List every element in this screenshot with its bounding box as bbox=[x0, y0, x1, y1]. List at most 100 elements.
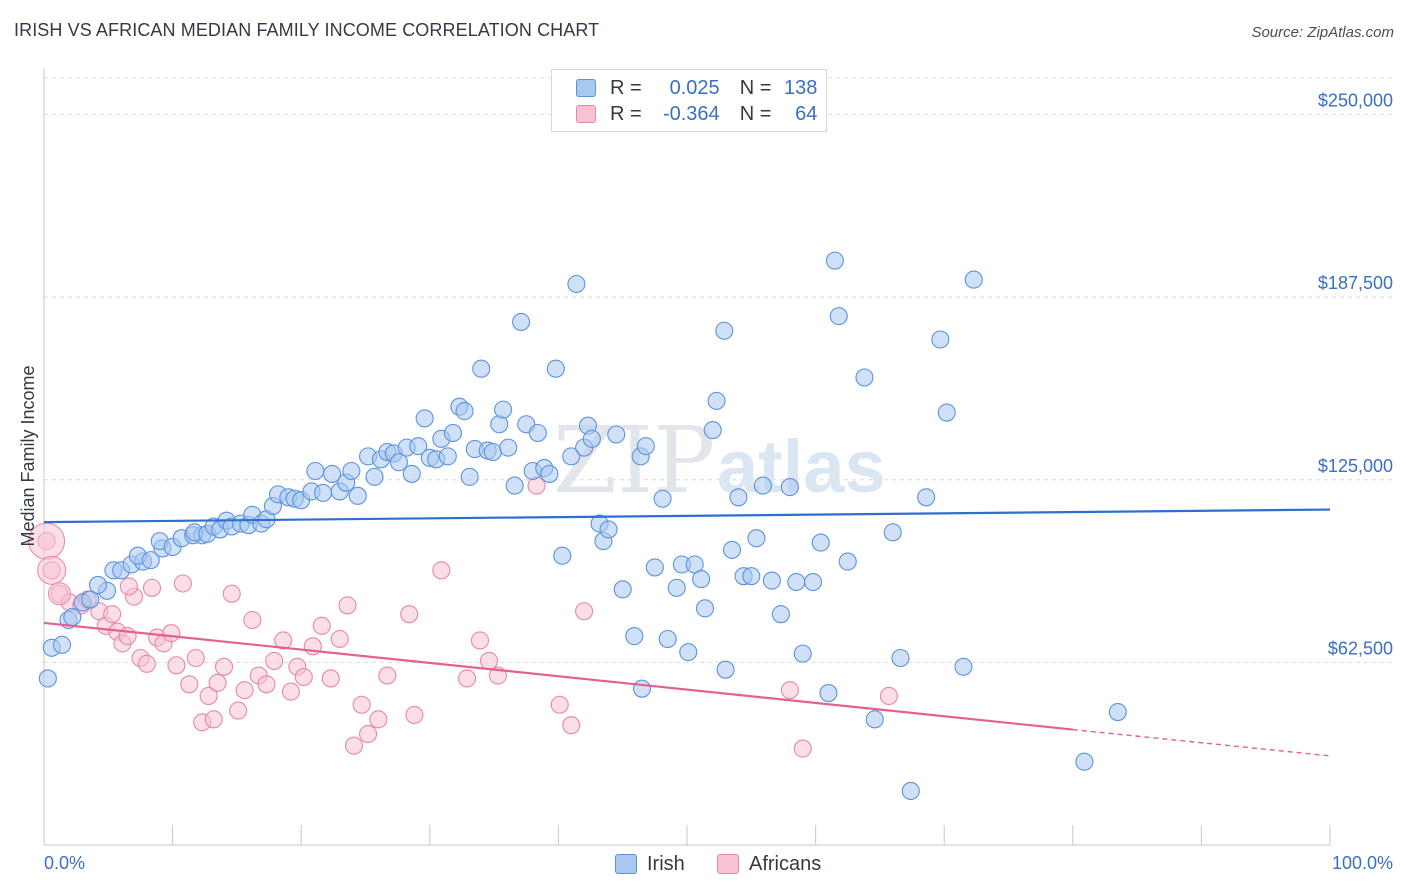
africans-point bbox=[47, 582, 71, 606]
irish-point bbox=[455, 402, 474, 421]
irish-point bbox=[695, 599, 715, 618]
africans-swatch bbox=[576, 105, 596, 123]
irish-point bbox=[52, 635, 72, 654]
irish-point bbox=[793, 644, 812, 663]
legend-row-irish: R = 0.025 N = 138 bbox=[576, 75, 817, 101]
africans-point bbox=[479, 651, 499, 670]
irish-point bbox=[901, 781, 920, 800]
africans-point bbox=[142, 578, 162, 597]
irish-point bbox=[613, 580, 632, 599]
irish-point bbox=[1075, 752, 1094, 771]
africans-point bbox=[780, 681, 799, 700]
irish-point bbox=[632, 679, 652, 698]
africans-point bbox=[186, 648, 205, 668]
irish-point bbox=[865, 710, 884, 729]
africans-point bbox=[793, 739, 812, 758]
irish-point bbox=[954, 657, 973, 676]
africans-point bbox=[369, 710, 388, 729]
africans-point bbox=[204, 710, 223, 729]
irish-point bbox=[811, 533, 830, 552]
bottom-africans-label: Africans bbox=[749, 852, 822, 875]
africans-point bbox=[405, 705, 424, 725]
africans-point bbox=[470, 631, 490, 650]
irish-point bbox=[667, 578, 686, 597]
irish-point bbox=[494, 400, 513, 419]
africans-point bbox=[265, 651, 284, 670]
africans-point bbox=[458, 669, 477, 688]
irish-point bbox=[855, 368, 874, 387]
africans-point bbox=[344, 736, 363, 755]
irish-point bbox=[323, 464, 342, 483]
irish-point bbox=[645, 558, 664, 577]
source-credit: Source: ZipAtlas.com bbox=[1251, 24, 1394, 41]
irish-point bbox=[567, 274, 586, 294]
irish-point bbox=[658, 629, 677, 649]
irish-point bbox=[747, 529, 766, 548]
irish-point bbox=[625, 627, 644, 646]
irish-point bbox=[1108, 703, 1127, 722]
irish-point bbox=[562, 447, 581, 466]
bottom-africans-swatch bbox=[717, 854, 739, 874]
irish-point bbox=[825, 251, 844, 270]
africans-point bbox=[359, 724, 378, 744]
irish-point bbox=[883, 523, 902, 542]
irish-point bbox=[342, 461, 361, 481]
chart-title: IRISH VS AFRICAN MEDIAN FAMILY INCOME CO… bbox=[14, 20, 600, 40]
irish-point bbox=[787, 572, 806, 592]
irish-point bbox=[88, 575, 108, 595]
irish-point bbox=[314, 483, 333, 502]
irish-point bbox=[838, 552, 857, 571]
irish-point bbox=[81, 590, 100, 609]
y-tick-labels: $62,500 $125,000 $187,500 $250,000 bbox=[1318, 91, 1393, 659]
africans-point bbox=[180, 675, 199, 694]
irish-point bbox=[365, 467, 384, 486]
africans-r-label: R = bbox=[610, 102, 642, 125]
irish-point bbox=[348, 486, 367, 505]
irish-point bbox=[716, 660, 735, 679]
africans-point bbox=[229, 701, 248, 720]
irish-point bbox=[707, 391, 726, 410]
y-axis-label: Median Family Income bbox=[18, 365, 38, 546]
africans-point bbox=[222, 584, 241, 603]
bottom-irish-swatch bbox=[615, 854, 637, 874]
irish-point bbox=[917, 488, 936, 507]
y-tick-label: $62,500 bbox=[1328, 638, 1393, 658]
bottom-legend-irish: Irish bbox=[615, 851, 685, 877]
irish-point bbox=[780, 478, 799, 497]
irish-point bbox=[483, 442, 502, 462]
africans-point bbox=[338, 596, 357, 615]
africans-trend-line bbox=[43, 621, 1073, 731]
africans-point bbox=[330, 629, 349, 649]
irish-point bbox=[402, 464, 421, 483]
stats-legend: R = 0.025 N = 138 R = -0.364 N = 64 bbox=[551, 69, 827, 132]
legend-row-africans: R = -0.364 N = 64 bbox=[576, 101, 817, 127]
axes bbox=[43, 68, 1331, 846]
x-tick-label-start: 0.0% bbox=[44, 853, 85, 873]
irish-point bbox=[553, 546, 572, 565]
irish-point bbox=[540, 464, 559, 483]
irish-point bbox=[636, 437, 655, 456]
africans-point bbox=[214, 657, 234, 676]
irish-point bbox=[753, 476, 772, 495]
x-tick-labels: 0.0% 100.0% bbox=[44, 853, 1393, 873]
irish-point bbox=[63, 608, 82, 627]
irish-point bbox=[819, 684, 838, 703]
irish-n-label: N = bbox=[739, 76, 772, 99]
irish-point bbox=[472, 359, 491, 378]
irish-points bbox=[38, 251, 1127, 800]
africans-point bbox=[173, 574, 192, 593]
africans-points bbox=[28, 476, 898, 758]
irish-point bbox=[409, 437, 428, 456]
irish-point bbox=[546, 359, 565, 378]
africans-point bbox=[274, 631, 293, 650]
irish-point bbox=[438, 447, 457, 466]
x-tick-label-end: 100.0% bbox=[1332, 853, 1393, 873]
africans-point bbox=[137, 654, 156, 673]
africans-point bbox=[352, 695, 371, 714]
africans-point bbox=[243, 610, 262, 630]
irish-point bbox=[679, 643, 698, 662]
africans-point bbox=[199, 686, 218, 706]
irish-point bbox=[582, 429, 601, 448]
grid-lines bbox=[44, 77, 1395, 663]
